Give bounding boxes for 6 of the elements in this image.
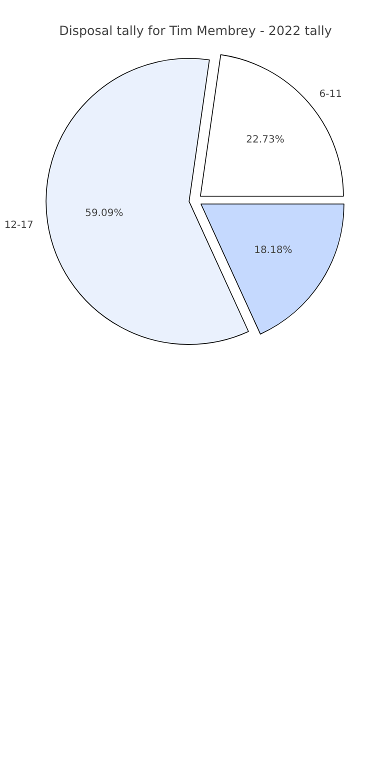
data-label: 18.18%	[254, 244, 292, 256]
data-label: 22.73%	[246, 134, 284, 146]
slice-label: 6-11	[319, 89, 342, 100]
slice-label: 12-17	[4, 220, 34, 231]
chart-title: Disposal tally for Tim Membrey - 2022 tally	[59, 23, 332, 38]
data-label: 59.09%	[85, 208, 124, 220]
